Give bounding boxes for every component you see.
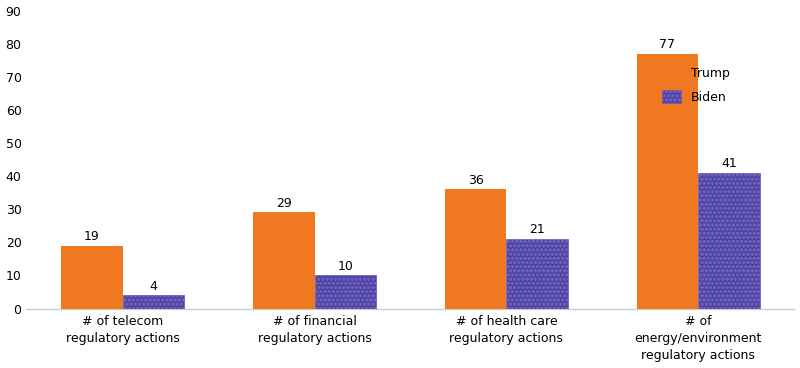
Bar xyxy=(122,295,184,308)
Text: 21: 21 xyxy=(529,223,545,236)
Bar xyxy=(314,275,376,308)
Text: 29: 29 xyxy=(276,197,292,210)
Text: 19: 19 xyxy=(84,230,100,243)
Text: 36: 36 xyxy=(468,174,483,187)
Bar xyxy=(253,212,314,308)
Text: 10: 10 xyxy=(338,260,353,273)
Text: 41: 41 xyxy=(721,157,737,170)
Text: 4: 4 xyxy=(150,280,158,293)
Bar xyxy=(506,239,568,308)
Text: 77: 77 xyxy=(659,38,675,51)
Bar xyxy=(62,245,122,308)
Bar xyxy=(445,189,506,308)
Bar xyxy=(698,173,759,308)
Bar xyxy=(637,54,698,308)
Legend: Trump, Biden: Trump, Biden xyxy=(662,66,730,104)
